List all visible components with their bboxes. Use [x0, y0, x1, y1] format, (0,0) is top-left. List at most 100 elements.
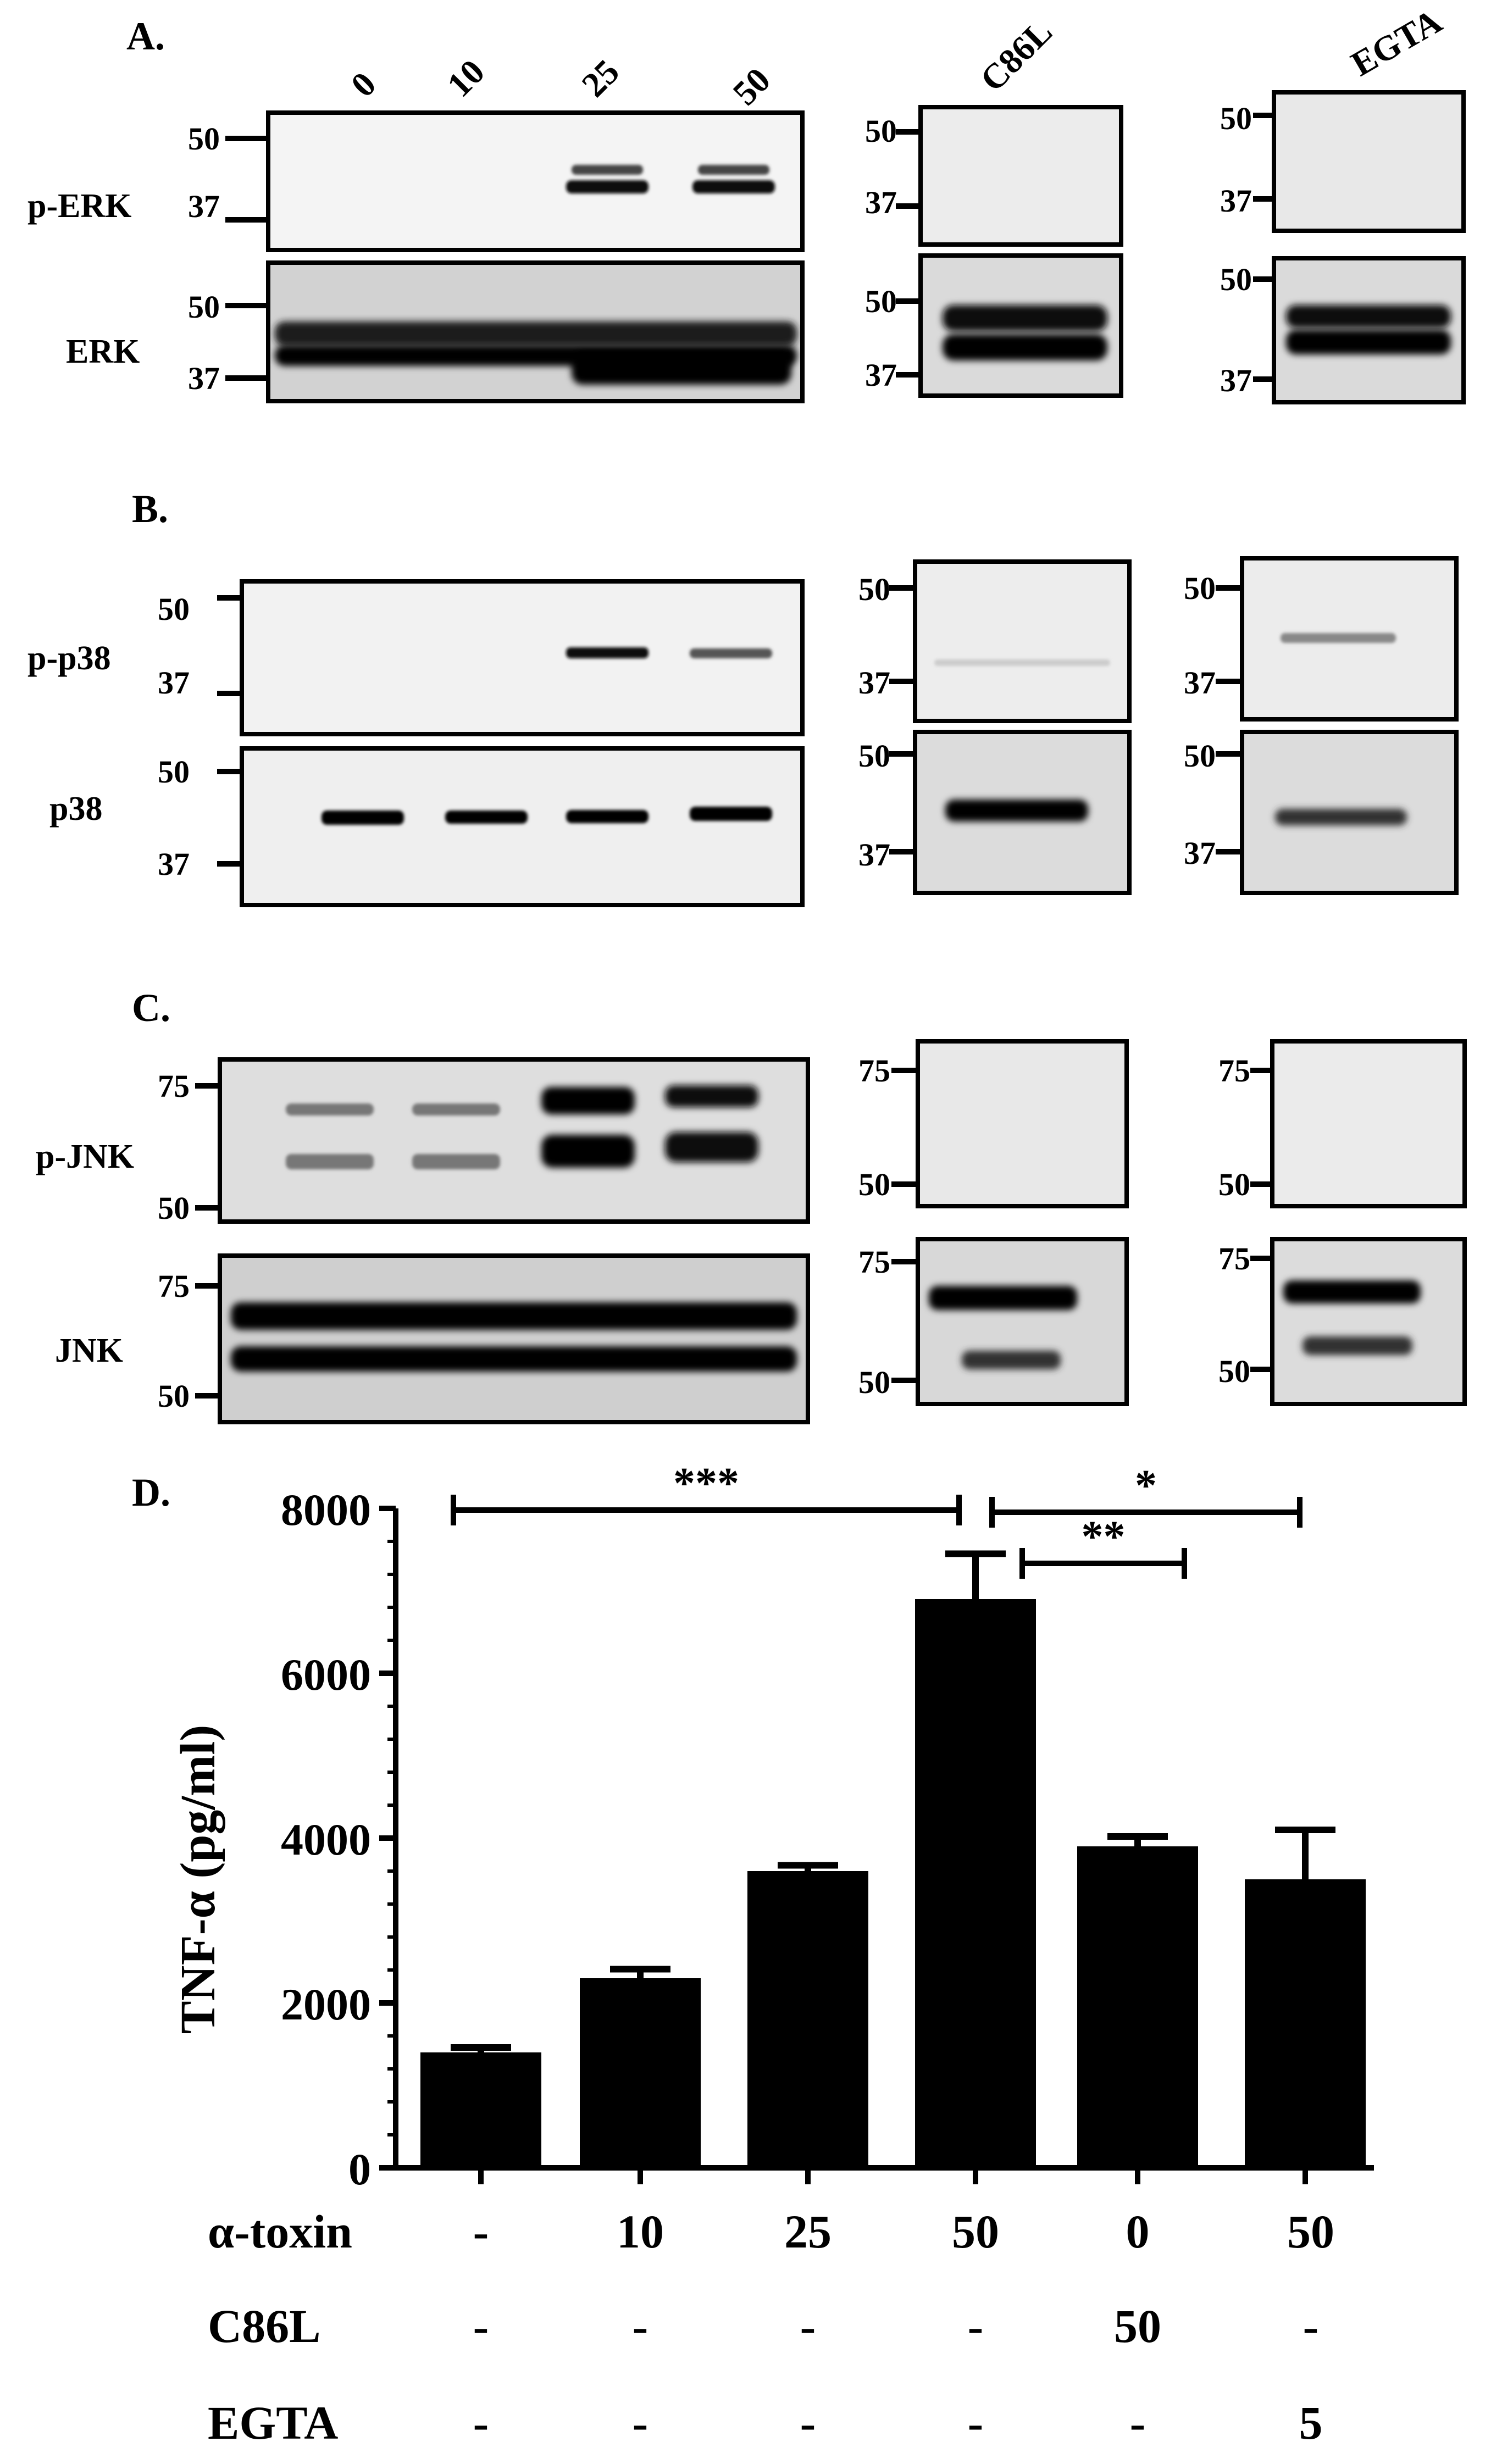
marker-p-erk-egta-37: 37: [1220, 183, 1252, 219]
blot-p38-egta: [1240, 730, 1459, 895]
marker-jnk-egta-50: 50: [1218, 1353, 1250, 1389]
blot-jnk-egta: [1270, 1237, 1467, 1406]
condition-value: -: [633, 2396, 649, 2449]
y-tick-label: 6000: [281, 1650, 371, 1700]
blot-p38-c86l: [913, 730, 1132, 895]
marker-p-jnk-c86l-50: 50: [858, 1167, 890, 1202]
significance-label: ***: [673, 1459, 739, 1508]
condition-table: α-toxin - 10 25 50 0 50 C86L - - - - 50 - EGTA - - - - - 5: [208, 2205, 1334, 2449]
lane-label-25: 25: [574, 52, 627, 104]
bar: [1077, 1846, 1198, 2168]
condition-value: -: [473, 2300, 489, 2352]
marker-p-erk-c86l-37: 37: [865, 185, 897, 220]
marker-p-p38-50: 50: [158, 591, 190, 627]
condition-value: 25: [784, 2205, 832, 2258]
marker-p-erk-egta-50: 50: [1220, 101, 1252, 136]
condition-value: 0: [1126, 2205, 1150, 2258]
blot-p-jnk-c86l: [916, 1039, 1129, 1208]
marker-p-p38-37: 37: [158, 665, 190, 701]
lane-label-c86l: C86L: [973, 12, 1060, 99]
marker-p-p38-c86l-50: 50: [858, 571, 890, 607]
condition-value: -: [1303, 2300, 1319, 2352]
marker-jnk-egta-75: 75: [1218, 1241, 1250, 1277]
significance-brackets: *** ***: [451, 1459, 1303, 1579]
marker-p38-37: 37: [158, 846, 190, 882]
blot-p-jnk: [218, 1057, 810, 1224]
row-label-erk: ERK: [66, 333, 140, 370]
bar: [915, 1599, 1036, 2168]
condition-value: 10: [617, 2205, 664, 2258]
blot-jnk-c86l: [916, 1237, 1129, 1406]
marker-jnk-75: 75: [158, 1268, 190, 1304]
marker-p-p38-egta-37: 37: [1184, 665, 1216, 701]
bar: [420, 2052, 541, 2168]
blot-p-erk-c86l: [918, 105, 1123, 247]
blot-p-erk-egta: [1272, 90, 1466, 233]
bar: [747, 1871, 868, 2168]
marker-p38-egta-37: 37: [1184, 835, 1216, 871]
panel-a-letter: A.: [126, 14, 165, 58]
condition-value: -: [473, 2205, 489, 2258]
panel-c-letter: C.: [132, 986, 170, 1030]
marker-p38-egta-50: 50: [1184, 738, 1216, 774]
blot-p-p38: [240, 579, 805, 736]
marker-erk-50: 50: [188, 289, 220, 325]
significance-label: *: [1135, 1462, 1157, 1510]
y-axis-label: TNF-α (pg/ml): [171, 1725, 225, 2034]
y-tick-label: 4000: [281, 1814, 371, 1864]
marker-erk-37: 37: [188, 360, 220, 396]
marker-p-jnk-c86l-75: 75: [858, 1053, 890, 1089]
bars: [420, 1599, 1366, 2168]
marker-jnk-50: 50: [158, 1378, 190, 1414]
blot-p-erk: [266, 110, 805, 252]
y-tick-label: 2000: [281, 1979, 371, 2029]
condition-label: C86L: [208, 2300, 320, 2352]
row-label-p38: p38: [49, 790, 102, 828]
marker-erk-egta-50: 50: [1220, 262, 1252, 297]
bar: [1245, 1879, 1366, 2168]
marker-erk-c86l-50: 50: [865, 284, 897, 319]
blot-p-p38-egta: [1240, 556, 1459, 722]
marker-p-erk-50: 50: [188, 121, 220, 157]
marker-p38-50: 50: [158, 754, 190, 790]
blot-erk: [266, 260, 805, 403]
marker-jnk-c86l-75: 75: [858, 1244, 890, 1280]
condition-value: -: [1130, 2396, 1146, 2449]
condition-value: -: [968, 2396, 984, 2449]
marker-p-p38-c86l-37: 37: [858, 665, 890, 701]
blot-erk-egta: [1272, 256, 1466, 404]
panel-b-letter: B.: [132, 487, 168, 531]
lane-label-10: 10: [440, 52, 492, 104]
marker-p-jnk-egta-50: 50: [1218, 1167, 1250, 1202]
condition-value: 50: [952, 2205, 999, 2258]
marker-p-jnk-75: 75: [158, 1068, 190, 1104]
marker-p-jnk-50: 50: [158, 1190, 190, 1226]
y-ticks: 0 2000 4000 6000 8000: [281, 1485, 396, 2194]
panel-d-letter: D.: [132, 1470, 170, 1514]
row-label-p-p38: p-p38: [27, 640, 111, 677]
x-ticks: [478, 2168, 1308, 2184]
y-tick-label: 0: [348, 2144, 371, 2194]
blot-p38: [240, 746, 805, 907]
condition-label: α-toxin: [208, 2205, 352, 2258]
blot-p-jnk-egta: [1270, 1039, 1467, 1208]
condition-value: 50: [1114, 2300, 1161, 2352]
lane-label-0: 0: [343, 64, 384, 104]
blot-p-p38-c86l: [913, 559, 1132, 723]
lane-label-50: 50: [725, 60, 778, 112]
significance-label: **: [1082, 1513, 1126, 1561]
error-bars: [451, 1550, 1335, 2052]
bar: [580, 1978, 701, 2168]
condition-value: -: [473, 2396, 489, 2449]
y-tick-label: 8000: [281, 1485, 371, 1535]
marker-erk-egta-37: 37: [1220, 363, 1252, 398]
row-label-jnk: JNK: [55, 1332, 123, 1369]
condition-value: -: [800, 2396, 816, 2449]
row-label-p-erk: p-ERK: [27, 187, 131, 225]
condition-label: EGTA: [208, 2396, 338, 2449]
row-label-p-jnk: p-JNK: [36, 1138, 134, 1175]
marker-erk-c86l-37: 37: [865, 357, 897, 393]
marker-p-erk-c86l-50: 50: [865, 113, 897, 149]
condition-value: 50: [1287, 2205, 1334, 2258]
